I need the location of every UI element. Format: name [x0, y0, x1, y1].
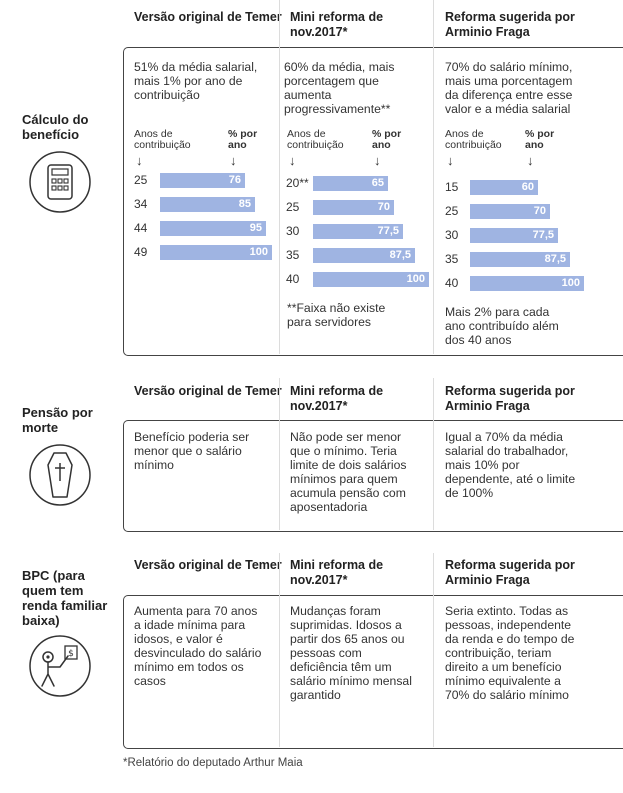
- bar-category-label: 25: [286, 200, 300, 214]
- axis-label-percent: % por ano: [372, 128, 402, 151]
- column-separator: [279, 0, 280, 354]
- bar: [160, 245, 272, 260]
- bar: [470, 276, 584, 291]
- bar-value-label: 87,5: [389, 249, 411, 261]
- bar-value-label: 70: [533, 205, 546, 217]
- calculator-icon: [29, 151, 91, 213]
- col-header-mini-3: Mini reforma de nov.2017*: [290, 558, 384, 587]
- col-header-temer-1: Versão original de Temer: [134, 10, 282, 24]
- pensao-desc-mini: Não pode ser menor que o mínimo. Teria l…: [290, 430, 407, 514]
- bar-value-label: 87,5: [544, 253, 566, 265]
- bar-value-label: 77,5: [377, 225, 399, 237]
- calculo-desc-fraga: 70% do salário mínimo, mais uma porcenta…: [445, 60, 573, 116]
- bar-value-label: 60: [521, 181, 534, 193]
- section-frame-calculo: [123, 47, 623, 356]
- bar-category-label: 40: [286, 272, 300, 286]
- coffin-icon: [29, 444, 91, 506]
- bar-category-label: 40: [445, 276, 459, 290]
- bar-category-label: 49: [134, 245, 148, 259]
- col-header-fraga-2: Reforma sugerida por Arminio Fraga: [445, 384, 575, 413]
- section-label-bpc: BPC (para quem tem renda familiar baixa): [22, 568, 108, 628]
- bar: [470, 228, 558, 243]
- bpc-desc-mini: Mudanças foram suprimidas. Idosos a part…: [290, 604, 412, 702]
- axis-label-years: Anos de contribuição: [445, 128, 502, 151]
- bar-value-label: 77,5: [532, 229, 554, 241]
- bar-category-label: 20**: [286, 176, 309, 190]
- bar-category-label: 44: [134, 221, 148, 235]
- col-header-temer-2: Versão original de Temer: [134, 384, 282, 398]
- bpc-desc-fraga: Seria extinto. Todas as pessoas, indepen…: [445, 604, 575, 702]
- axis-label-years: Anos de contribuição: [287, 128, 344, 151]
- bar: [470, 180, 538, 195]
- bar: [313, 248, 415, 263]
- bar: [470, 204, 550, 219]
- bar-value-label: 76: [228, 174, 241, 186]
- calculo-desc-mini: 60% da média, mais porcentagem que aumen…: [284, 60, 395, 116]
- arrow-down-icon: ↓: [230, 153, 237, 168]
- calculo-note-fraga: Mais 2% para cada ano contribuído além d…: [445, 305, 559, 347]
- calculo-note-mini: **Faixa não existe para servidores: [287, 301, 386, 329]
- arrow-down-icon: ↓: [136, 153, 143, 168]
- section-frame-pensao: [123, 420, 623, 532]
- bar-value-label: 100: [561, 277, 580, 289]
- bar: [160, 197, 255, 212]
- bar-category-label: 15: [445, 180, 459, 194]
- bar-value-label: 100: [249, 246, 268, 258]
- bar-category-label: 25: [445, 204, 459, 218]
- column-separator: [433, 553, 434, 747]
- bpc-desc-temer: Aumenta para 70 anos a idade mínima para…: [134, 604, 262, 688]
- section-label-pensao: Pensão por morte: [22, 405, 93, 435]
- bar-value-label: 85: [238, 198, 251, 210]
- bar: [313, 200, 394, 215]
- arrow-down-icon: ↓: [527, 153, 534, 168]
- col-header-mini-1: Mini reforma de nov.2017*: [290, 10, 384, 39]
- axis-label-percent: % por ano: [525, 128, 555, 151]
- bar: [470, 252, 570, 267]
- bar-category-label: 30: [286, 224, 300, 238]
- section-label-calculo: Cálculo do benefício: [22, 112, 89, 142]
- col-header-fraga-3: Reforma sugerida por Arminio Fraga: [445, 558, 575, 587]
- pensao-desc-fraga: Igual a 70% da média salarial do trabalh…: [445, 430, 576, 500]
- column-separator: [433, 378, 434, 530]
- bar-category-label: 30: [445, 228, 459, 242]
- bar-category-label: 35: [286, 248, 300, 262]
- col-header-temer-3: Versão original de Temer: [134, 558, 282, 572]
- person-money-icon: $: [29, 635, 91, 697]
- footnote: *Relatório do deputado Arthur Maia: [123, 757, 303, 769]
- bar-value-label: 95: [249, 222, 262, 234]
- column-separator: [433, 0, 434, 354]
- column-separator: [279, 378, 280, 530]
- bar: [313, 224, 403, 239]
- svg-text:$: $: [68, 649, 74, 659]
- bar: [160, 173, 245, 188]
- pensao-desc-temer: Benefício poderia ser menor que o salári…: [134, 430, 250, 472]
- col-header-mini-2: Mini reforma de nov.2017*: [290, 384, 384, 413]
- bar: [313, 272, 429, 287]
- axis-label-percent: % por ano: [228, 128, 258, 151]
- arrow-down-icon: ↓: [289, 153, 296, 168]
- bar: [160, 221, 266, 236]
- bar-category-label: 34: [134, 197, 148, 211]
- bar-value-label: 65: [371, 177, 384, 189]
- column-separator: [279, 553, 280, 747]
- bar-value-label: 100: [406, 273, 425, 285]
- col-header-fraga-1: Reforma sugerida por Arminio Fraga: [445, 10, 575, 39]
- calculo-desc-temer: 51% da média salarial, mais 1% por ano d…: [134, 60, 258, 102]
- arrow-down-icon: ↓: [447, 153, 454, 168]
- arrow-down-icon: ↓: [374, 153, 381, 168]
- axis-label-years: Anos de contribuição: [134, 128, 191, 151]
- bar-value-label: 70: [377, 201, 390, 213]
- bar-category-label: 25: [134, 173, 148, 187]
- bar: [313, 176, 388, 191]
- section-frame-bpc: [123, 595, 623, 749]
- bar-category-label: 35: [445, 252, 459, 266]
